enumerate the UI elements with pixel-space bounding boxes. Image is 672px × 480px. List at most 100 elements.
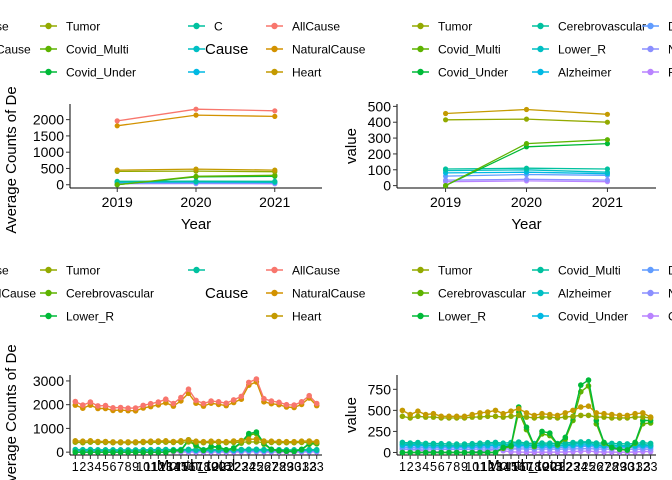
legend-label: Cerebrovascular <box>438 287 526 301</box>
x-tick-label: 12 <box>481 460 495 474</box>
x-tick-label: 27 <box>264 460 278 474</box>
x-tick-label: 12 <box>151 460 165 474</box>
data-point <box>578 412 584 419</box>
legend-key <box>532 312 549 320</box>
x-tick-label: 27 <box>597 460 611 474</box>
x-tick-label: 2 <box>79 460 86 474</box>
x-tick-label: 5 <box>430 460 437 474</box>
x-tick-label: 2019 <box>102 194 133 210</box>
y-tick-label: 1000 <box>33 144 64 160</box>
data-point <box>585 403 592 410</box>
data-point <box>132 405 139 411</box>
x-tick-label: 21 <box>551 460 565 474</box>
data-point <box>624 412 631 419</box>
data-point <box>291 402 297 408</box>
data-point <box>223 400 229 407</box>
data-point <box>185 386 192 393</box>
data-point <box>298 438 305 445</box>
data-point <box>547 411 553 418</box>
data-point <box>140 402 146 409</box>
legend-key <box>266 68 283 76</box>
legend-key <box>266 45 283 53</box>
data-point <box>80 402 86 408</box>
data-point <box>647 414 654 420</box>
data-point <box>647 440 654 447</box>
x-tick-label: 17 <box>520 460 534 474</box>
data-point <box>443 166 449 172</box>
x-tick-label: 11 <box>473 460 486 474</box>
y-tick-label: 100 <box>368 162 392 178</box>
x-tick-label: 2021 <box>592 194 623 210</box>
x-tick-label: 18 <box>197 460 211 474</box>
data-point <box>185 446 192 453</box>
legend-key <box>642 289 659 297</box>
x-axis-title: Year <box>511 216 541 233</box>
legend-label: Alzheimer <box>558 287 611 301</box>
data-point <box>193 438 199 445</box>
data-point <box>604 111 611 117</box>
data-point <box>223 447 229 453</box>
data-point <box>102 438 109 445</box>
data-point <box>238 437 245 444</box>
legend-key <box>40 68 57 76</box>
x-tick-label: 2021 <box>259 194 290 210</box>
x-tick-label: 29 <box>280 460 294 474</box>
x-tick-label: 17 <box>189 460 203 474</box>
data-point <box>313 446 320 453</box>
data-point <box>306 446 313 453</box>
data-point <box>178 394 184 401</box>
data-point <box>200 447 207 454</box>
legend-label: N <box>668 287 672 301</box>
data-point <box>114 123 120 129</box>
data-point <box>163 396 169 403</box>
x-tick-label: 10 <box>136 460 150 474</box>
legend-label: se <box>0 20 9 34</box>
data-point <box>477 414 483 420</box>
x-tick-label: 31 <box>295 460 309 474</box>
data-point <box>140 438 146 445</box>
x-tick-label: 10 <box>465 460 479 474</box>
data-point <box>291 438 297 445</box>
x-tick-label: 26 <box>257 460 271 474</box>
y-tick-label: 0 <box>56 177 64 193</box>
data-point <box>601 439 607 446</box>
legend-label: Cerebrovascular <box>558 20 646 34</box>
data-point <box>601 410 607 417</box>
data-point <box>193 106 199 112</box>
legend-label: se <box>0 264 9 278</box>
data-point <box>272 167 278 173</box>
data-point <box>298 446 305 453</box>
x-tick-label: 23 <box>566 460 580 474</box>
data-point <box>508 408 514 415</box>
data-point <box>578 404 584 410</box>
legend-key <box>532 45 549 53</box>
legend-label: Lower_R <box>66 310 114 324</box>
y-axis-title: Average Counts of De <box>3 344 20 480</box>
data-point <box>147 400 154 407</box>
data-point <box>170 400 177 407</box>
data-point <box>554 412 561 419</box>
data-point <box>87 449 94 456</box>
x-tick-label: 15 <box>504 460 518 474</box>
legend-label: Lower_R <box>438 310 486 324</box>
data-point <box>461 441 468 447</box>
data-point <box>632 439 638 446</box>
y-tick-label: 0 <box>383 178 391 194</box>
x-tick-label: 19 <box>204 460 218 474</box>
data-point <box>125 405 131 412</box>
legend-key <box>412 68 429 76</box>
x-tick-label: 6 <box>438 460 445 474</box>
data-point <box>604 137 611 143</box>
y-tick-label: 300 <box>368 130 392 146</box>
x-tick-label: 18 <box>527 460 541 474</box>
legend-key <box>412 289 429 297</box>
series-group <box>443 106 611 189</box>
legend-key <box>188 266 205 274</box>
x-tick-label: 20 <box>212 460 226 474</box>
x-tick-label: 2 <box>407 460 414 474</box>
data-point <box>422 411 429 418</box>
data-point <box>523 106 530 113</box>
legend-label: AllCause <box>292 264 340 278</box>
data-point <box>253 446 260 453</box>
data-point <box>585 377 592 383</box>
